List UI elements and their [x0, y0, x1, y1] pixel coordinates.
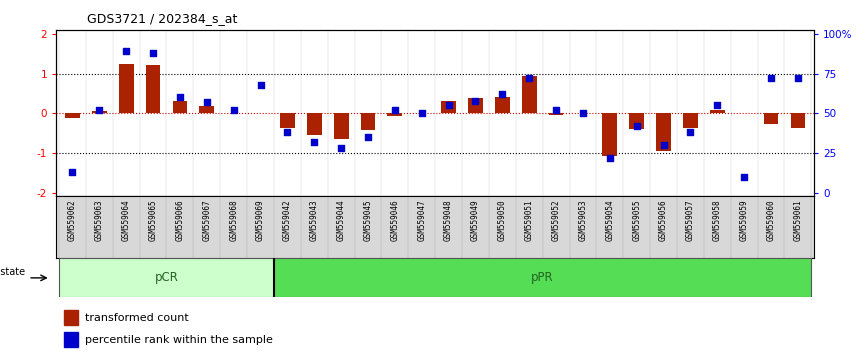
Point: [495, 91, 509, 97]
Point: [683, 130, 697, 135]
Point: [66, 169, 80, 175]
Bar: [65, 113, 80, 118]
Bar: [280, 113, 294, 129]
Point: [522, 76, 536, 81]
Point: [227, 107, 241, 113]
Point: [656, 142, 670, 148]
Text: GSM559052: GSM559052: [552, 199, 560, 241]
Text: GSM559069: GSM559069: [256, 199, 265, 241]
Point: [603, 155, 617, 160]
Text: GSM559060: GSM559060: [766, 199, 776, 241]
Point: [764, 76, 778, 81]
Text: GSM559055: GSM559055: [632, 199, 641, 241]
Point: [361, 134, 375, 140]
Bar: [683, 113, 698, 129]
Text: GSM559058: GSM559058: [713, 199, 721, 241]
Bar: [630, 113, 644, 129]
Bar: [119, 64, 133, 113]
Text: pPR: pPR: [532, 272, 554, 284]
Text: GSM559053: GSM559053: [578, 199, 587, 241]
Point: [388, 107, 402, 113]
Text: GSM559063: GSM559063: [94, 199, 104, 241]
Point: [737, 174, 751, 179]
Bar: [441, 101, 456, 113]
Text: GSM559054: GSM559054: [605, 199, 614, 241]
Bar: [59, 258, 274, 297]
Bar: [360, 113, 375, 130]
Bar: [172, 101, 187, 113]
Text: GSM559050: GSM559050: [498, 199, 507, 241]
Text: GSM559046: GSM559046: [391, 199, 399, 241]
Point: [173, 95, 187, 100]
Point: [442, 103, 456, 108]
Point: [146, 50, 160, 56]
Bar: [333, 113, 348, 139]
Point: [254, 82, 268, 87]
Text: GSM559042: GSM559042: [283, 199, 292, 241]
Point: [576, 110, 590, 116]
Text: GSM559057: GSM559057: [686, 199, 695, 241]
Bar: [549, 113, 564, 115]
Bar: [522, 76, 537, 113]
Text: GSM559059: GSM559059: [740, 199, 749, 241]
Point: [281, 130, 294, 135]
Text: GSM559064: GSM559064: [121, 199, 131, 241]
Bar: [495, 97, 510, 113]
Bar: [791, 113, 805, 129]
Point: [549, 107, 563, 113]
Bar: [307, 113, 321, 135]
Bar: [64, 332, 77, 347]
Bar: [145, 65, 160, 113]
Text: GSM559065: GSM559065: [149, 199, 158, 241]
Text: GSM559045: GSM559045: [364, 199, 372, 241]
Text: GSM559056: GSM559056: [659, 199, 668, 241]
Text: GSM559049: GSM559049: [471, 199, 480, 241]
Text: GSM559051: GSM559051: [525, 199, 533, 241]
Bar: [656, 113, 671, 151]
Bar: [764, 113, 779, 124]
Bar: [710, 110, 725, 113]
Point: [469, 98, 482, 103]
Bar: [469, 98, 483, 113]
Text: percentile rank within the sample: percentile rank within the sample: [85, 335, 273, 345]
Point: [334, 145, 348, 151]
Text: transformed count: transformed count: [85, 313, 189, 323]
Text: GSM559067: GSM559067: [203, 199, 211, 241]
Bar: [199, 106, 214, 113]
Text: GSM559043: GSM559043: [310, 199, 319, 241]
Point: [415, 110, 429, 116]
Text: GSM559062: GSM559062: [68, 199, 77, 241]
Point: [93, 107, 107, 113]
Point: [120, 48, 133, 54]
Bar: [274, 258, 811, 297]
Point: [791, 76, 805, 81]
Bar: [92, 110, 107, 113]
Text: GSM559047: GSM559047: [417, 199, 426, 241]
Text: GSM559061: GSM559061: [793, 199, 803, 241]
Text: GDS3721 / 202384_s_at: GDS3721 / 202384_s_at: [87, 12, 237, 25]
Text: GSM559066: GSM559066: [176, 199, 184, 241]
Text: GSM559048: GSM559048: [444, 199, 453, 241]
Point: [710, 103, 724, 108]
Text: GSM559068: GSM559068: [229, 199, 238, 241]
Bar: [64, 310, 77, 325]
Text: GSM559044: GSM559044: [337, 199, 346, 241]
Point: [630, 123, 643, 129]
Point: [200, 99, 214, 105]
Text: pCR: pCR: [154, 272, 178, 284]
Bar: [603, 113, 617, 156]
Text: disease state: disease state: [0, 267, 25, 277]
Point: [307, 139, 321, 145]
Bar: [387, 113, 402, 116]
